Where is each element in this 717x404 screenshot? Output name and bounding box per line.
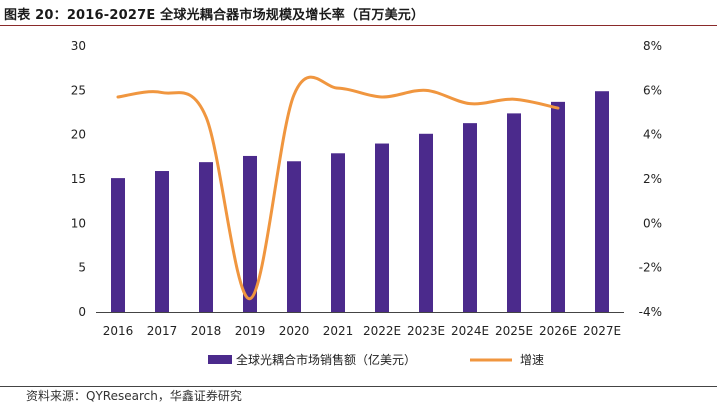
x-tick-label: 2017 bbox=[147, 324, 178, 338]
source-note: 资料来源：QYResearch，华鑫证券研究 bbox=[26, 389, 242, 403]
y-left-tick-label: 15 bbox=[71, 172, 86, 186]
y-left-ticks: 0 5 10 15 20 25 30 bbox=[71, 39, 86, 319]
y-right-tick-label: 6% bbox=[643, 83, 662, 97]
bar bbox=[111, 178, 125, 312]
bar bbox=[551, 101, 565, 312]
x-tick-label: 2023E bbox=[407, 324, 445, 338]
legend-bar-label: 全球光耦合市场销售额（亿美元） bbox=[236, 352, 416, 367]
x-tick-label: 2016 bbox=[103, 324, 134, 338]
bar bbox=[419, 133, 433, 312]
bars bbox=[111, 91, 609, 313]
y-left-tick-label: 25 bbox=[71, 83, 86, 97]
y-right-tick-label: -4% bbox=[639, 305, 662, 319]
x-tick-label: 2024E bbox=[451, 324, 489, 338]
legend: 全球光耦合市场销售额（亿美元） 增速 bbox=[208, 352, 544, 367]
x-tick-label: 2020 bbox=[279, 324, 310, 338]
bar bbox=[595, 91, 609, 312]
bottom-rule bbox=[0, 386, 717, 387]
title-rule bbox=[0, 25, 717, 26]
bar bbox=[463, 123, 477, 312]
y-left-tick-label: 20 bbox=[71, 128, 86, 142]
y-left-tick-label: 0 bbox=[78, 305, 86, 319]
bar bbox=[375, 143, 389, 312]
bar bbox=[331, 153, 345, 312]
y-right-tick-label: 0% bbox=[643, 216, 662, 230]
bar bbox=[287, 161, 301, 312]
x-tick-label: 2018 bbox=[191, 324, 222, 338]
growth-line bbox=[116, 75, 560, 301]
x-tick-label: 2022E bbox=[363, 324, 401, 338]
y-right-tick-label: 4% bbox=[643, 128, 662, 142]
bar bbox=[199, 162, 213, 312]
y-left-tick-label: 5 bbox=[78, 261, 86, 275]
bar bbox=[507, 113, 521, 313]
bar bbox=[243, 155, 257, 312]
legend-line-label: 增速 bbox=[520, 353, 544, 367]
figure-title: 图表 20：2016-2027E 全球光耦合器市场规模及增长率（百万美元） bbox=[4, 8, 425, 23]
x-tick-label: 2027E bbox=[583, 324, 621, 338]
x-tick-label: 2026E bbox=[539, 324, 577, 338]
bar bbox=[155, 171, 169, 312]
y-right-tick-label: 2% bbox=[643, 172, 662, 186]
y-right-tick-label: -2% bbox=[639, 261, 662, 275]
x-tick-label: 2025E bbox=[495, 324, 533, 338]
legend-bar-swatch bbox=[208, 355, 232, 364]
x-tick-label: 2021 bbox=[323, 324, 354, 338]
y-right-ticks: -4% -2% 0% 2% 4% 6% 8% bbox=[639, 39, 662, 319]
y-left-tick-label: 10 bbox=[71, 216, 86, 230]
x-ticks: 2016 2017 2018 2019 2020 2021 2022E 2023E 2024E 2… bbox=[103, 324, 621, 338]
x-tick-label: 2019 bbox=[235, 324, 266, 338]
y-left-tick-label: 30 bbox=[71, 39, 86, 53]
y-right-tick-label: 8% bbox=[643, 39, 662, 53]
